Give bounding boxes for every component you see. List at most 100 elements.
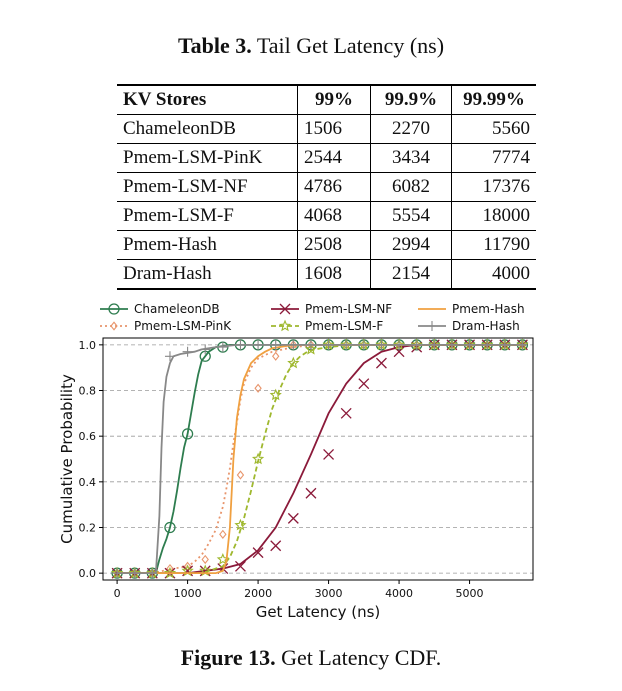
series-marker-dram-hash — [376, 339, 387, 350]
col-header-p9999: 99.99% — [451, 84, 536, 115]
legend-label-chameleondb: ChameleonDB — [134, 302, 220, 316]
legend-marker-pmem-lsm-f — [278, 319, 292, 332]
cell-p99: 4786 — [297, 172, 371, 202]
legend-label-pmem-hash: Pmem-Hash — [452, 302, 525, 316]
cell-p9999: 17376 — [451, 172, 536, 202]
series-marker-pmem-lsm-f — [287, 356, 300, 369]
series-marker-pmem-lsm-nf — [340, 407, 352, 419]
series-marker-dram-hash — [182, 346, 193, 357]
series-marker-dram-hash — [288, 339, 299, 350]
series-marker-dram-hash — [235, 339, 246, 350]
legend-label-dram-hash: Dram-Hash — [452, 319, 520, 333]
table-row: Pmem-Hash 2508 2994 11790 — [117, 230, 536, 260]
table-row: ChameleonDB 1506 2270 5560 — [117, 114, 536, 144]
legend-label-pmem-lsm-pink: Pmem-LSM-PinK — [134, 319, 232, 333]
series-marker-pmem-lsm-pink — [201, 554, 209, 565]
figure-caption: Figure 13. Get Latency CDF. — [0, 645, 622, 671]
cell-p9999: 18000 — [451, 201, 536, 231]
series-marker-pmem-lsm-pink — [254, 383, 262, 393]
x-tick-label: 1000 — [174, 587, 202, 600]
series-marker-pmem-lsm-pink — [236, 470, 245, 480]
col-header-p99: 99% — [297, 84, 371, 115]
figure-caption-label: Figure 13. — [180, 645, 276, 670]
series-marker-dram-hash — [323, 339, 334, 350]
cell-p999: 2994 — [370, 230, 452, 260]
cell-p99: 2508 — [297, 230, 371, 260]
tail-latency-table: KV Stores 99% 99.9% 99.99% ChameleonDB 15… — [117, 84, 536, 290]
series-marker-pmem-lsm-nf — [305, 487, 317, 499]
cell-store: Pmem-LSM-PinK — [117, 143, 298, 173]
series-marker-pmem-lsm-nf — [234, 560, 246, 572]
cell-p999: 2270 — [370, 114, 452, 144]
legend-marker-chameleondb — [108, 303, 120, 315]
series-marker-dram-hash — [305, 339, 316, 350]
table-row: Pmem-LSM-F 4068 5554 18000 — [117, 201, 536, 231]
latency-cdf-chart: 0.0 0.2 0.4 0.6 0.8 1.0 0 1000 2000 3000 4000 5000 G… — [58, 302, 534, 621]
cell-store: Pmem-LSM-NF — [117, 172, 298, 202]
cell-p999: 6082 — [370, 172, 452, 202]
series-line-chameleondb — [117, 343, 526, 575]
series-marker-dram-hash — [482, 339, 493, 350]
series-marker-dram-hash — [446, 339, 457, 350]
series-marker-dram-hash — [358, 339, 369, 350]
series-marker-pmem-lsm-f — [251, 452, 265, 465]
legend-label-pmem-lsm-f: Pmem-LSM-F — [305, 319, 383, 333]
table-caption-text: Tail Get Latency (ns) — [251, 33, 445, 58]
series-marker-dram-hash — [147, 568, 158, 579]
series-marker-dram-hash — [164, 351, 175, 362]
series-marker-pmem-lsm-nf — [358, 378, 370, 390]
series-marker-dram-hash — [411, 339, 422, 350]
series-marker-pmem-lsm-nf — [270, 540, 282, 552]
x-tick-label: 3000 — [315, 587, 343, 600]
y-tick-label: 0.2 — [79, 521, 97, 534]
table-caption: Table 3. Tail Get Latency (ns) — [0, 33, 622, 59]
series-marker-dram-hash — [464, 339, 475, 350]
cell-p999: 3434 — [370, 143, 452, 173]
x-tick-label: 5000 — [456, 587, 484, 600]
series-marker-dram-hash — [394, 339, 405, 350]
x-axis-label: Get Latency (ns) — [256, 603, 381, 621]
y-tick-label: 0.4 — [79, 476, 97, 489]
cell-store: Pmem-Hash — [117, 230, 298, 260]
x-tick-label: 0 — [114, 587, 121, 600]
y-axis-label: Cumulative Probability — [58, 374, 76, 544]
series-marker-dram-hash — [517, 339, 528, 350]
series-marker-dram-hash — [112, 568, 123, 579]
series-marker-dram-hash — [499, 339, 510, 350]
series-marker-dram-hash — [429, 339, 440, 350]
cell-p99: 1608 — [297, 259, 371, 290]
series-marker-pmem-lsm-nf — [287, 512, 299, 524]
cell-p9999: 5560 — [451, 114, 536, 144]
series-marker-dram-hash — [270, 339, 281, 350]
series-marker-pmem-lsm-f — [269, 388, 282, 401]
series-marker-dram-hash — [129, 568, 140, 579]
series-marker-dram-hash — [341, 339, 352, 350]
series-marker-chameleondb — [181, 428, 194, 440]
legend-marker-pmem-lsm-pink — [110, 321, 118, 331]
cell-store: ChameleonDB — [117, 114, 298, 144]
legend-label-pmem-lsm-nf: Pmem-LSM-NF — [305, 302, 392, 316]
cell-store: Dram-Hash — [117, 259, 298, 290]
cell-p9999: 11790 — [451, 230, 536, 260]
series-marker-pmem-lsm-f — [234, 518, 247, 531]
table-caption-label: Table 3. — [177, 33, 252, 58]
y-tick-label: 0.6 — [79, 430, 97, 443]
y-tick-label: 1.0 — [79, 339, 97, 352]
series-line-pmem-lsm-nf — [117, 343, 526, 575]
cell-p999: 5554 — [370, 201, 452, 231]
series-marker-pmem-lsm-f — [304, 342, 318, 355]
series-line-pmem-lsm-pink — [117, 343, 526, 575]
cell-p99: 1506 — [297, 114, 371, 144]
series-line-pmem-lsm-f — [117, 343, 526, 575]
figure-caption-text: Get Latency CDF. — [275, 645, 442, 670]
x-tick-label: 4000 — [385, 587, 413, 600]
series-marker-pmem-lsm-nf — [252, 547, 264, 559]
table-row: Pmem-LSM-NF 4786 6082 17376 — [117, 172, 536, 202]
cell-p99: 2544 — [297, 143, 371, 173]
series-marker-pmem-lsm-nf — [323, 448, 335, 460]
cell-store: Pmem-LSM-F — [117, 201, 298, 231]
series-marker-pmem-lsm-pink — [272, 351, 280, 361]
plot-frame — [102, 337, 534, 581]
y-tick-label: 0.0 — [79, 567, 97, 580]
series-marker-dram-hash — [217, 342, 228, 353]
